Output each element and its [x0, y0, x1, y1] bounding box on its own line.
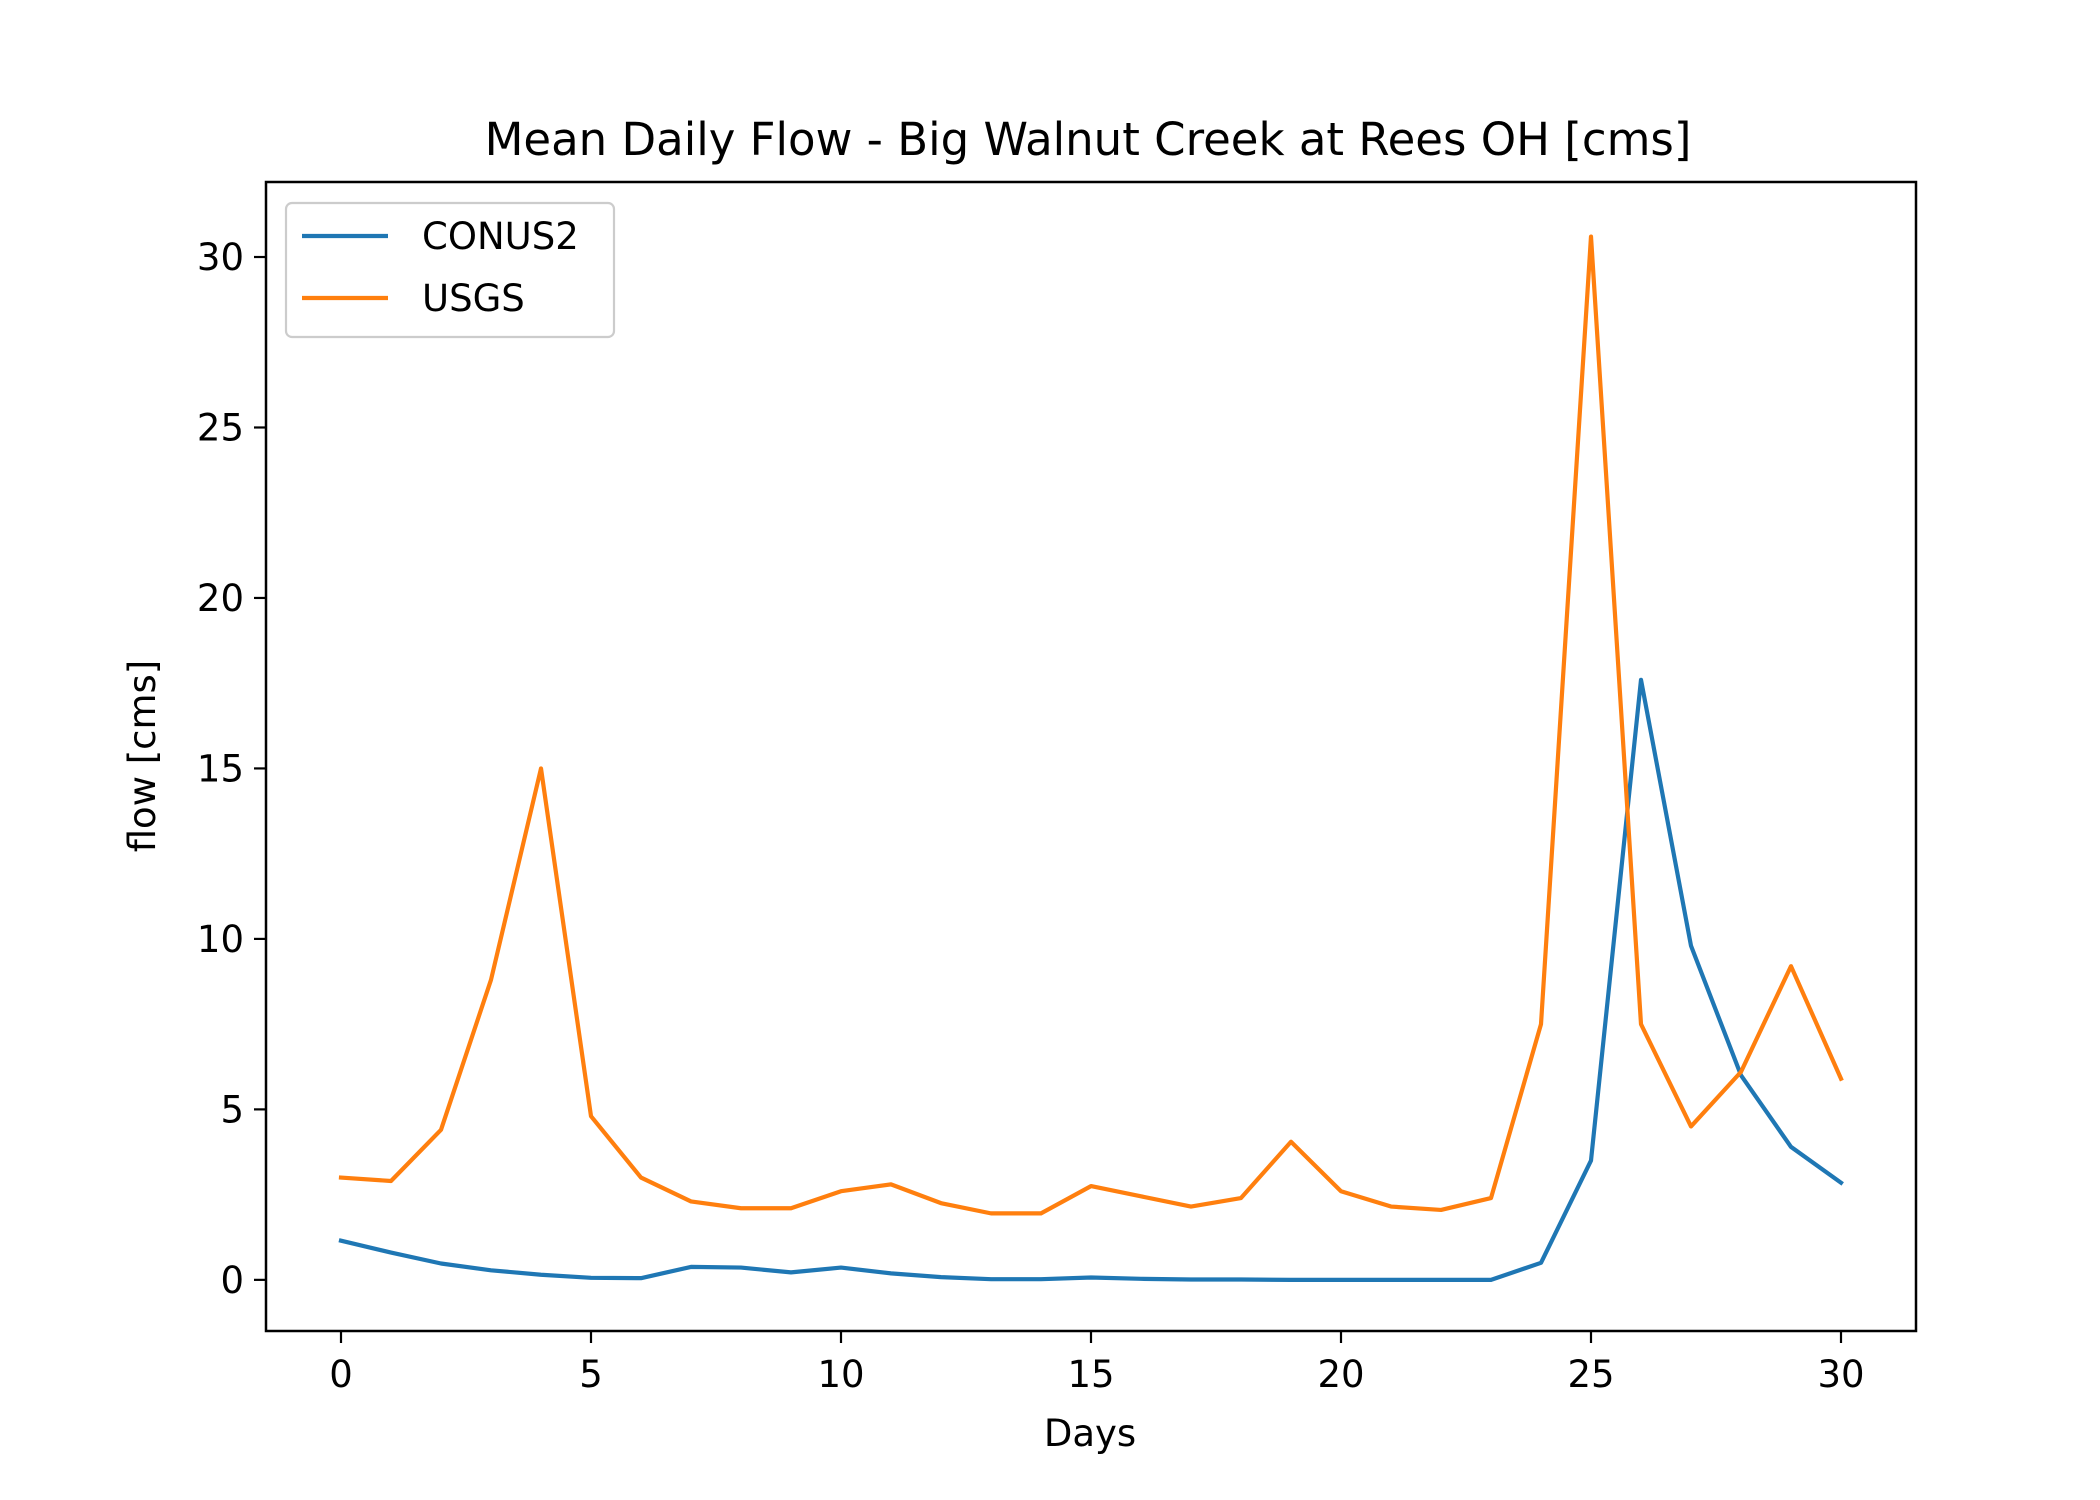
y-tick-label: 10	[197, 918, 244, 961]
x-tick-label: 20	[1317, 1353, 1364, 1396]
legend-label-usgs: USGS	[422, 277, 525, 320]
y-tick-label: 25	[197, 406, 244, 449]
legend: CONUS2 USGS	[284, 201, 616, 339]
y-tick-label: 30	[197, 236, 244, 279]
legend-label-conus2: CONUS2	[422, 215, 579, 258]
series-line-conus2	[338, 677, 1844, 1282]
series-line-usgs	[338, 234, 1844, 1216]
y-tick-label: 20	[197, 577, 244, 620]
chart-title: Mean Daily Flow - Big Walnut Creek at Re…	[485, 113, 1692, 166]
x-axis-label: Days	[1044, 1412, 1136, 1455]
y-axis: 0 5 10 15 20 25 30	[197, 236, 266, 1302]
y-axis-label: flow [cms]	[121, 660, 164, 853]
series-layer	[338, 234, 1844, 1282]
y-tick-label: 0	[220, 1259, 244, 1302]
x-tick-label: 5	[579, 1353, 603, 1396]
x-tick-label: 15	[1067, 1353, 1114, 1396]
x-tick-label: 25	[1567, 1353, 1614, 1396]
x-tick-label: 0	[329, 1353, 353, 1396]
x-tick-label: 10	[817, 1353, 864, 1396]
x-axis: 0 5 10 15 20 25 30	[329, 1331, 1865, 1396]
plot-frame	[264, 180, 1918, 1333]
y-tick-label: 5	[220, 1088, 244, 1131]
x-tick-label: 30	[1817, 1353, 1864, 1396]
y-tick-label: 15	[197, 747, 244, 790]
